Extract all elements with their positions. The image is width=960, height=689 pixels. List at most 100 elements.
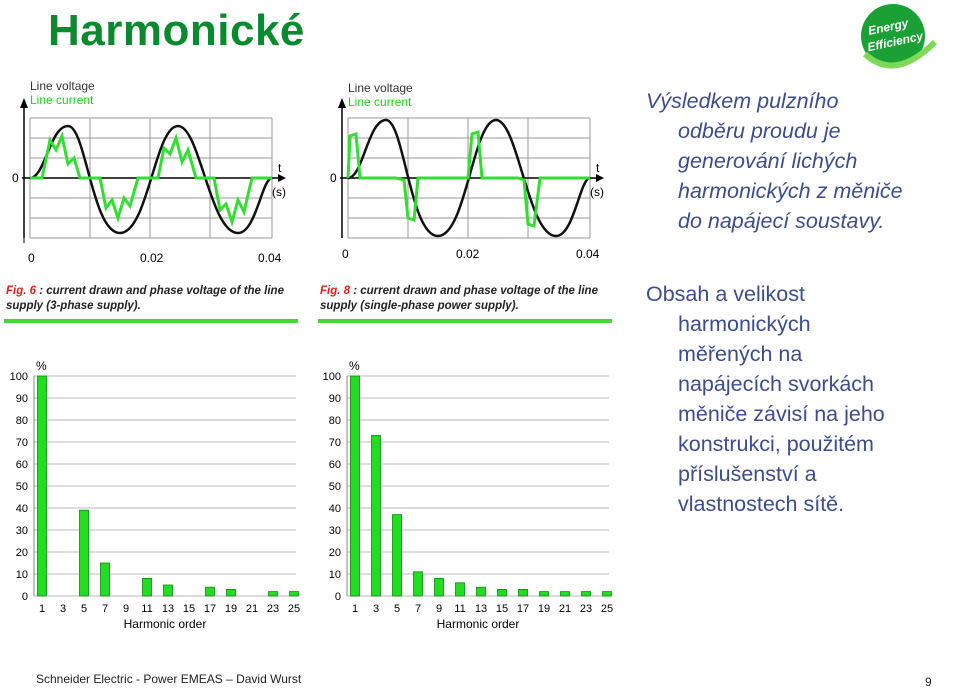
y-tick-label: 90 [16,393,28,405]
wave-chart-2: Line voltage Line current 0 t (s) 0 0.02… [330,81,604,261]
y-tick-label: 70 [16,437,28,449]
bar-11 [455,582,465,597]
x-tick-label: 7 [102,603,108,615]
x-tick-2: 0.04 [576,247,600,261]
legend-current: Line current [30,93,94,107]
y-tick-label: 80 [16,415,28,427]
y-tick-label: 0 [335,591,341,603]
y-tick-label: 60 [329,459,341,471]
bar-5 [79,509,89,597]
y-tick-label: 90 [329,393,341,405]
bar-17 [518,588,528,597]
x-tick-label: 13 [162,603,174,615]
bar-3 [371,435,381,597]
y-axis-label: % [349,359,360,373]
x-tick-0: 0 [28,251,35,265]
y-tick-label: 80 [329,415,341,427]
x-tick-label: 23 [267,603,279,615]
x-tick-label: 9 [436,603,442,615]
x-tick-label: 7 [415,603,421,615]
bar-19 [226,588,236,597]
y-tick-label: 30 [16,525,28,537]
page-number: 9 [925,675,932,689]
y-tick-label: 10 [16,569,28,581]
text-line: příslušenství a [678,462,817,486]
green-divider-left [4,319,298,323]
bar-25 [289,591,299,597]
text-line: měniče závisí na jeho [678,402,885,426]
y-tick-label: 30 [329,525,341,537]
bar-21 [560,591,570,597]
text-line: harmonických [678,312,811,336]
y-tick-label: 40 [16,503,28,515]
wave-chart-1: Line voltage Line current 0 t (s) 0 0.02… [12,79,286,265]
x-tick-label: 25 [288,603,300,615]
x-tick-label: 1 [39,603,45,615]
x-tick-label: 23 [580,603,592,615]
x-tick-label: 13 [475,603,487,615]
x-tick-label: 11 [141,603,152,615]
x-tick-label: 9 [123,603,129,615]
bar-17 [205,586,215,597]
y-tick-label: 50 [329,481,341,493]
bar-1 [37,375,47,597]
y-tick-label: 20 [16,547,28,559]
x-tick-label: 5 [394,603,400,615]
y-tick-label: 60 [16,459,28,471]
x-tick-label: 3 [373,603,379,615]
caption-fig6: Fig. 6 : current drawn and phase voltage… [6,285,284,312]
x-tick-1: 0.02 [140,251,164,265]
x-tick-label: 5 [81,603,87,615]
y-tick-label: 20 [329,547,341,559]
x-axis-label: Harmonic order [437,617,520,631]
bar-7 [413,571,423,597]
y-tick-label: 100 [10,371,28,383]
bar-15 [497,588,507,597]
page-title: Harmonické [48,6,305,55]
bar-1 [350,375,360,597]
text-line: vlastnostech sítě. [678,492,845,516]
bar-25 [602,591,612,597]
axis-t: t [596,161,600,175]
energy-efficiency-logo: Energy Efficiency [861,4,937,69]
y-tick-label: 50 [16,481,28,493]
bar-7 [100,562,110,597]
legend-voltage: Line voltage [348,81,413,95]
bar-9 [434,577,444,597]
caption-fig8: Fig. 8 : current drawn and phase voltage… [320,285,598,312]
x-tick-label: 17 [204,603,216,615]
axis-unit: (s) [272,185,286,199]
x-tick-label: 15 [183,603,195,615]
axis-unit: (s) [590,185,604,199]
x-axis-label: Harmonic order [124,617,207,631]
text-line: do napájecí soustavy. [678,209,885,233]
text-line: Výsledkem pulzního [646,89,839,113]
x-tick-label: 25 [601,603,613,615]
bar-23 [581,591,591,597]
text-block-pulse: Výsledkem pulzního odběru proudu je gene… [646,86,946,236]
x-tick-label: 21 [559,603,571,615]
y-tick-label: 70 [329,437,341,449]
x-tick-2: 0.04 [258,251,282,265]
text-line: konstrukci, použitém [678,432,874,456]
bar-23 [268,591,278,597]
x-tick-label: 17 [517,603,529,615]
y-axis-label: % [36,359,47,373]
y-zero: 0 [330,171,337,185]
green-divider-right [318,319,612,323]
bar-5 [392,514,402,597]
x-tick-label: 19 [538,603,550,615]
x-tick-label: 3 [60,603,66,615]
bar-19 [539,591,549,597]
y-zero: 0 [12,171,19,185]
x-tick-label: 19 [225,603,237,615]
bar-11 [142,577,152,597]
text-line: měřených na [678,342,803,366]
text-line: napájecích svorkách [678,372,874,396]
legend-current: Line current [348,95,412,109]
text-line: odběru proudu je [678,119,841,143]
y-tick-label: 0 [22,591,28,603]
text-block-content: Obsah a velikost harmonických měřených n… [646,279,946,519]
bar-13 [163,584,173,597]
